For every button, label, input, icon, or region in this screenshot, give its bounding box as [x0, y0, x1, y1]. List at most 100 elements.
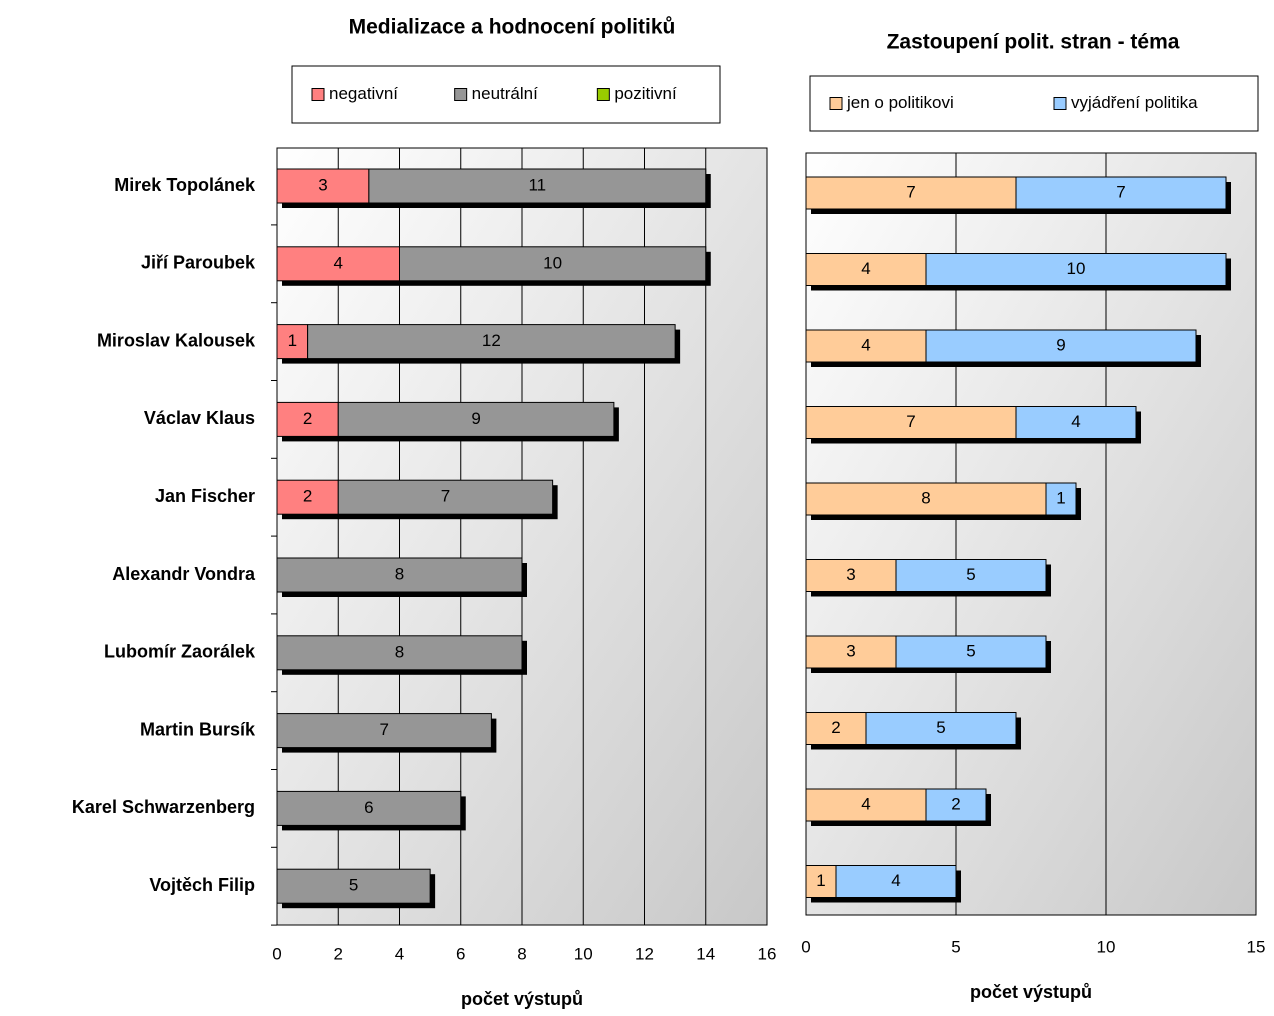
- bar-segment: [895, 559, 1047, 592]
- data-label: 1: [1056, 488, 1065, 507]
- legend-label: neutrální: [472, 84, 538, 103]
- x-tick-label: 8: [517, 944, 526, 963]
- category-label: Jiří Paroubek: [141, 253, 256, 273]
- legend-box: [809, 75, 1259, 132]
- category-label: Miroslav Kalousek: [97, 330, 256, 350]
- x-tick-label: 4: [395, 944, 404, 963]
- bar-segment: [368, 168, 707, 204]
- legend-box: [291, 65, 721, 124]
- data-label: 2: [951, 794, 960, 813]
- data-label: 1: [288, 331, 297, 350]
- legend-label: negativní: [329, 84, 398, 103]
- bar-segment: [276, 635, 523, 671]
- bar-segment: [805, 176, 1017, 210]
- x-axis-label: počet výstupů: [970, 982, 1092, 1002]
- bar-segment: [276, 790, 462, 826]
- x-tick-label: 0: [272, 944, 281, 963]
- data-label: 4: [891, 871, 900, 890]
- data-label: 8: [921, 488, 930, 507]
- bar-segment: [805, 406, 1017, 439]
- data-label: 7: [441, 487, 450, 506]
- category-label: Mirek Topolánek: [114, 175, 256, 195]
- data-label: 7: [379, 720, 388, 739]
- bar-segment: [895, 635, 1047, 669]
- data-label: 7: [906, 182, 915, 201]
- bar-segment: [276, 479, 339, 515]
- category-label: Václav Klaus: [144, 408, 255, 428]
- legend-label: vyjádření politika: [1071, 93, 1198, 112]
- x-tick-label: 6: [456, 944, 465, 963]
- category-label: Alexandr Vondra: [112, 564, 256, 584]
- data-label: 8: [395, 642, 404, 661]
- data-label: 3: [846, 641, 855, 660]
- bar-segment: [307, 324, 676, 360]
- bar-segment: [925, 329, 1197, 363]
- bar-segment: [805, 788, 927, 822]
- chart-title: Medializace a hodnocení politiků: [349, 16, 676, 39]
- data-label: 10: [543, 253, 562, 272]
- bar-segment: [276, 557, 523, 593]
- category-label: Lubomír Zaorálek: [104, 642, 256, 662]
- data-label: 6: [364, 798, 373, 817]
- category-label: Jan Fischer: [155, 486, 255, 506]
- bar-segment: [865, 712, 1017, 745]
- bar-segment: [1045, 482, 1077, 516]
- data-label: 4: [1071, 412, 1080, 431]
- category-label: Martin Bursík: [140, 719, 256, 739]
- bar-segment: [337, 401, 615, 437]
- bar-segment: [276, 713, 492, 749]
- data-label: 2: [303, 487, 312, 506]
- category-label: Vojtěch Filip: [149, 875, 255, 895]
- legend-swatch: [596, 88, 610, 101]
- data-label: 4: [861, 794, 870, 813]
- data-label: 5: [349, 876, 358, 895]
- data-label: 3: [318, 175, 327, 194]
- data-label: 5: [966, 641, 975, 660]
- data-label: 9: [1056, 335, 1065, 354]
- x-tick-label: 2: [334, 944, 343, 963]
- data-label: 11: [528, 175, 546, 194]
- data-label: 8: [395, 564, 404, 583]
- legend-label: pozitivní: [614, 84, 677, 103]
- bar-segment: [805, 635, 897, 669]
- legend-swatch: [311, 88, 325, 101]
- bar-segment: [276, 868, 431, 904]
- bar-segment: [337, 479, 554, 515]
- legend-label: jen o politikovi: [846, 93, 954, 112]
- data-label: 4: [861, 259, 870, 278]
- bar-segment: [925, 788, 987, 822]
- bar-segment: [835, 865, 957, 898]
- data-label: 3: [846, 565, 855, 584]
- x-tick-label: 10: [1097, 937, 1116, 956]
- bar-segment: [805, 559, 897, 592]
- bar-segment: [1015, 406, 1137, 439]
- legend-swatch: [829, 97, 843, 110]
- bar-segment: [1015, 176, 1227, 210]
- x-tick-label: 15: [1247, 937, 1266, 956]
- data-label: 4: [861, 335, 870, 354]
- data-label: 7: [1116, 182, 1125, 201]
- data-label: 5: [966, 565, 975, 584]
- x-axis-label: počet výstupů: [461, 989, 583, 1009]
- bar-segment: [276, 168, 370, 204]
- data-label: 2: [831, 718, 840, 737]
- data-label: 9: [471, 409, 480, 428]
- data-label: 12: [482, 331, 501, 350]
- bar-segment: [805, 253, 927, 286]
- data-label: 2: [303, 409, 312, 428]
- x-tick-label: 5: [951, 937, 960, 956]
- chart-title: Zastoupení polit. stran - téma: [887, 31, 1180, 54]
- x-tick-label: 16: [758, 944, 777, 963]
- bar-segment: [925, 253, 1227, 286]
- legend-swatch: [1053, 97, 1067, 110]
- data-label: 5: [936, 718, 945, 737]
- data-label: 7: [906, 412, 915, 431]
- x-tick-label: 12: [635, 944, 654, 963]
- bar-segment: [399, 246, 707, 282]
- legend-swatch: [454, 88, 468, 101]
- data-label: 1: [816, 871, 825, 890]
- x-tick-label: 14: [696, 944, 715, 963]
- bar-segment: [805, 482, 1047, 516]
- x-tick-label: 0: [801, 937, 810, 956]
